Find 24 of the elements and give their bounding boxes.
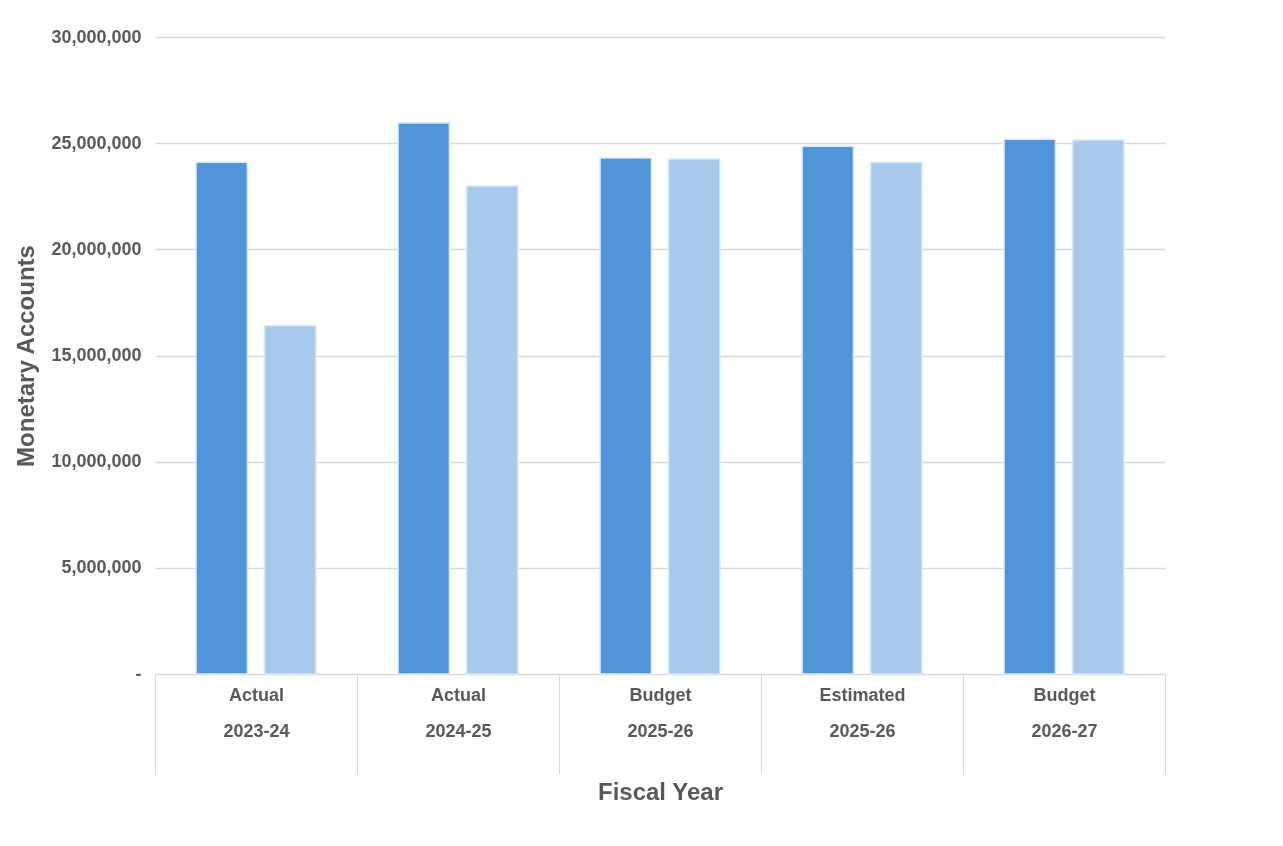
y-axis-title: Monetary Accounts — [12, 245, 40, 467]
bar — [195, 161, 249, 675]
bar — [667, 158, 721, 675]
y-tick-label: 20,000,000 — [51, 238, 142, 259]
y-tick-label: 10,000,000 — [51, 451, 142, 472]
x-axis-title: Fiscal Year — [598, 778, 723, 805]
y-tick-label: 15,000,000 — [51, 345, 142, 365]
x-tick-label: Actual 2024-25 — [425, 684, 492, 741]
bar — [397, 122, 451, 675]
y-tick-label: 25,000,000 — [51, 132, 142, 153]
x-tick-label: Budget 2025-26 — [627, 684, 694, 741]
bar — [869, 161, 923, 675]
x-tick-label: Budget 2026-27 — [1031, 684, 1098, 741]
bar — [465, 185, 519, 675]
bar — [1071, 139, 1125, 675]
x-tick-label: Actual 2023-24 — [223, 684, 290, 741]
bar — [1003, 138, 1057, 675]
bar — [599, 157, 653, 675]
bar — [263, 325, 317, 675]
x-tick-label: Estimated 2025-26 — [819, 684, 906, 741]
y-tick-label: 30,000,000 — [51, 26, 142, 47]
y-tick-label: 5,000,000 — [61, 557, 142, 578]
y-tick-label: - — [135, 663, 142, 684]
bar — [801, 145, 855, 675]
